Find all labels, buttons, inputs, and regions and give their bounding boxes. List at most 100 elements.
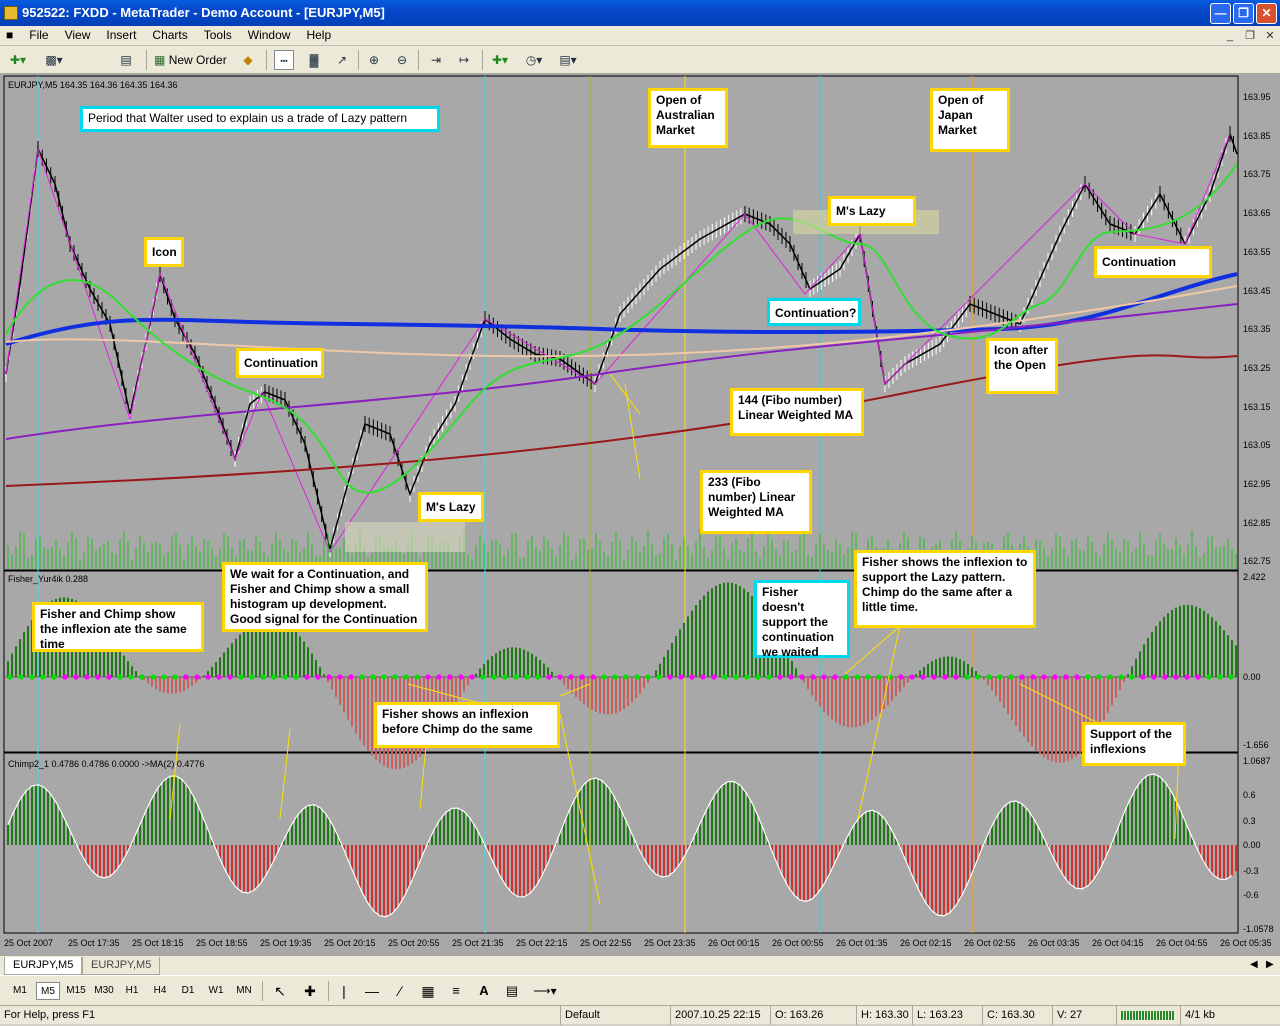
text-icon[interactable]: A: [479, 983, 489, 998]
price-tick-label: 163.05: [1243, 440, 1271, 451]
price-tick-label: 163.75: [1243, 169, 1271, 180]
menu-tools[interactable]: Tools: [203, 28, 232, 42]
tf-mn[interactable]: MN: [236, 985, 252, 996]
fisher-dot: [931, 674, 937, 680]
menu-file[interactable]: File: [29, 28, 49, 42]
text-label-icon[interactable]: ▤: [505, 983, 519, 998]
minimize-button[interactable]: —: [1210, 3, 1231, 24]
fisher-dot: [128, 674, 134, 680]
periods-icon[interactable]: ◷▾: [525, 53, 543, 67]
fisher-dot: [491, 674, 497, 680]
fibonacci-icon[interactable]: ≡: [452, 983, 460, 998]
tf-h4[interactable]: H4: [153, 985, 167, 996]
fisher-dot: [986, 674, 992, 680]
menu-view[interactable]: View: [64, 28, 91, 42]
fisher-dot: [1008, 674, 1014, 680]
menu-window[interactable]: Window: [247, 28, 291, 42]
fisher-dot: [1173, 674, 1179, 680]
bar-chart-icon[interactable]: ┅: [274, 50, 294, 70]
fisher-dot: [898, 674, 904, 680]
time-tick-label: 25 Oct 19:35: [260, 938, 312, 948]
main-panel: [3, 75, 1239, 571]
tf-d1[interactable]: D1: [181, 985, 195, 996]
cursor-icon[interactable]: ↖: [274, 983, 286, 999]
fisher-dot: [227, 674, 233, 680]
tf-m5[interactable]: M5: [36, 982, 60, 1000]
new-chart-icon[interactable]: ✚▾: [9, 53, 27, 67]
line-chart-icon[interactable]: ↗: [336, 53, 348, 67]
fisher-dot: [821, 674, 827, 680]
menu-insert[interactable]: Insert: [106, 28, 137, 42]
trendline-icon[interactable]: ∕: [398, 983, 402, 999]
indicators-icon[interactable]: ✚▾: [491, 53, 509, 67]
horizontal-line-icon[interactable]: —: [365, 983, 379, 999]
crosshair-icon[interactable]: ✚: [304, 983, 316, 999]
price-tick-label: 163.85: [1243, 130, 1271, 141]
fisher-dot: [1195, 674, 1201, 680]
fisher-dot: [678, 674, 684, 680]
chart-shift-icon[interactable]: ↦: [458, 53, 470, 67]
fisher-dot: [689, 674, 695, 680]
price-tick-label: 163.55: [1243, 246, 1271, 257]
fisher-dot: [40, 674, 46, 680]
mdi-restore-icon[interactable]: ❐: [1245, 30, 1255, 42]
note-continuation-q: Continuation?: [767, 298, 861, 326]
chimp-tick-label: 0.00: [1243, 840, 1261, 850]
fisher-dot: [1052, 674, 1058, 680]
new-order-button[interactable]: ▦ New Order: [154, 50, 230, 70]
auto-scroll-icon[interactable]: ⇥: [430, 53, 442, 67]
note-wait-continuation: We wait for a Continuation, and Fisher a…: [222, 562, 428, 632]
price-tick-label: 162.75: [1243, 556, 1271, 567]
arrows-icon[interactable]: ⟶▾: [533, 984, 557, 998]
menu-help[interactable]: Help: [306, 28, 332, 42]
tab-eurjpy-m5[interactable]: EURJPY,M5: [82, 957, 161, 975]
chart-canvas[interactable]: [0, 74, 1280, 955]
lazy-zone: [345, 522, 465, 552]
time-tick-label: 25 Oct 18:15: [132, 938, 184, 948]
fisher-dot: [7, 674, 13, 680]
vertical-line-icon[interactable]: |: [342, 983, 346, 999]
status-low: L: 163.23: [912, 1006, 982, 1025]
tf-m15[interactable]: M15: [66, 985, 86, 996]
fisher-dot: [337, 674, 343, 680]
chart-window[interactable]: EURJPY,M5 164.35 164.36 164.35 164.36 Fi…: [0, 74, 1280, 955]
tab-scroll-left-icon[interactable]: ◀: [1250, 959, 1258, 970]
close-button[interactable]: ✕: [1256, 3, 1277, 24]
maximize-button[interactable]: ❐: [1233, 3, 1254, 24]
fisher-dot: [381, 674, 387, 680]
timeframe-toolbar: M1 M5 M15 M30 H1 H4 D1 W1 MN ↖ ✚ | — ∕ ▦…: [0, 975, 1280, 1005]
navigator-icon[interactable]: ▤: [120, 53, 132, 67]
callout-arrow: [279, 728, 291, 820]
tf-h1[interactable]: H1: [125, 985, 139, 996]
menu-charts[interactable]: Charts: [152, 28, 188, 42]
fisher-dot: [733, 674, 739, 680]
fisher-dot: [1118, 674, 1124, 680]
tf-w1[interactable]: W1: [208, 985, 224, 996]
profiles-icon[interactable]: ▩▾: [45, 53, 63, 67]
zoom-in-icon[interactable]: ⊕: [368, 53, 380, 67]
time-tick-label: 25 Oct 20:55: [388, 938, 440, 948]
time-tick-label: 26 Oct 05:35: [1220, 938, 1272, 948]
note-fisher-before: Fisher shows an inflexion before Chimp d…: [374, 702, 560, 748]
fisher-dot: [260, 674, 266, 680]
channel-icon[interactable]: ▦: [421, 983, 435, 999]
toolbar-separator: [358, 50, 359, 70]
mdi-close-icon[interactable]: ✕: [1265, 30, 1275, 42]
fisher-dot: [150, 674, 156, 680]
tf-m1[interactable]: M1: [13, 985, 27, 996]
time-tick-label: 25 Oct 20:15: [324, 938, 376, 948]
fisher-header: Fisher_Yur4ik 0.288: [8, 574, 89, 584]
note-fisher-lazy: Fisher shows the inflexion to support th…: [854, 550, 1036, 628]
fisher-dot: [975, 674, 981, 680]
fisher-dot: [293, 674, 299, 680]
zoom-out-icon[interactable]: ⊖: [396, 53, 408, 67]
app-menu-icon[interactable]: ■: [6, 28, 14, 42]
tab-eurjpy-m5-active[interactable]: EURJPY,M5: [4, 957, 83, 975]
templates-icon[interactable]: ▤▾: [559, 53, 577, 67]
candlestick-icon[interactable]: ▓: [309, 53, 319, 67]
expert-advisors-icon[interactable]: ◆: [243, 53, 253, 67]
fisher-dot: [502, 674, 508, 680]
mdi-minimize-icon[interactable]: _: [1226, 30, 1234, 42]
tf-m30[interactable]: M30: [94, 985, 114, 996]
tab-scroll-right-icon[interactable]: ▶: [1266, 959, 1274, 970]
